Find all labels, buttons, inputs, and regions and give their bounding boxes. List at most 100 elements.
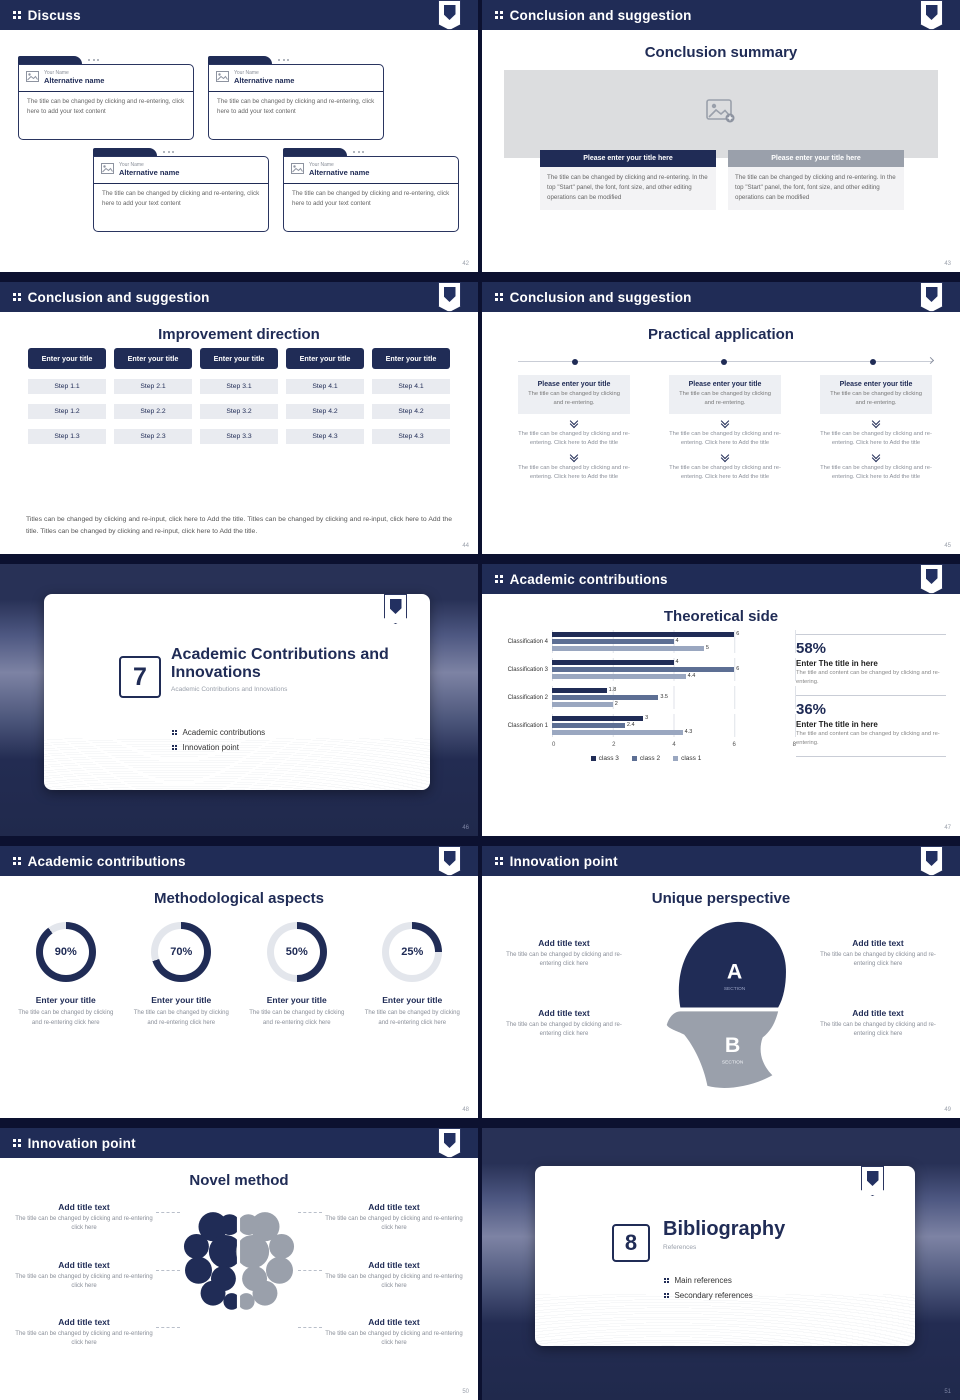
- chart-row: Classification 1 3 2.4 4.3: [496, 714, 796, 737]
- slide-46-section-cover[interactable]: 7 Academic Contributions and Innovations…: [0, 564, 478, 836]
- step-box: Step 1.3: [28, 429, 106, 444]
- connector-line: [298, 1327, 322, 1328]
- chart-axis-tick: 2: [612, 742, 616, 748]
- slide-45-practical-application[interactable]: Conclusion and suggestion Practical appl…: [482, 282, 960, 554]
- chart-bar: 4.4: [552, 673, 795, 680]
- header-title: Conclusion and suggestion: [509, 7, 692, 23]
- chart-bar-group: 4 6 4.4: [552, 658, 796, 681]
- add-title-text: Add title text: [368, 1317, 420, 1327]
- enter-title-button[interactable]: Enter your title: [28, 348, 106, 369]
- add-title-text: Add title text: [368, 1202, 420, 1212]
- profile-card[interactable]: Your Name Alternative name The title can …: [283, 148, 459, 232]
- connector-line: [156, 1327, 180, 1328]
- enter-title-button[interactable]: Enter your title: [114, 348, 192, 369]
- chevron-down-icon: [820, 414, 932, 430]
- section-bullet: Academic contributions: [172, 728, 265, 737]
- practical-title-box[interactable]: Please enter your title The title can be…: [669, 375, 781, 415]
- slide-42-discuss[interactable]: Discuss Your Name Alternative name The ti…: [0, 0, 478, 272]
- step-box: Step 4.1: [372, 379, 450, 394]
- practical-title-box[interactable]: Please enter your title The title can be…: [820, 375, 932, 415]
- add-title-body: The title can be changed by clicking and…: [15, 1216, 153, 1232]
- profile-card[interactable]: Your Name Alternative name The title can …: [18, 56, 194, 140]
- slide-43-conclusion-summary[interactable]: Conclusion and suggestion Conclusion sum…: [482, 0, 960, 272]
- chart-bar: 3.5: [552, 694, 795, 701]
- header-title: Conclusion and suggestion: [509, 289, 692, 305]
- practical-column: Please enter your title The title can be…: [518, 375, 630, 482]
- step-box: Step 3.2: [200, 404, 278, 419]
- donut-title: Enter your title: [151, 995, 212, 1005]
- header-dots-icon: [13, 857, 21, 865]
- bullet-dots-icon: [664, 1277, 670, 1284]
- chart-value-label: 4.4: [687, 672, 696, 679]
- slide-49-unique-perspective[interactable]: Innovation point Unique perspective Add …: [482, 846, 960, 1118]
- chart-value-label: 4: [675, 658, 679, 665]
- slide-44-improvement-direction[interactable]: Conclusion and suggestion Improvement di…: [0, 282, 478, 554]
- step-box: Step 4.2: [372, 404, 450, 419]
- header-title: Innovation point: [509, 853, 618, 869]
- add-title-block: Add title text The title can be changed …: [502, 938, 626, 970]
- slide-header: Innovation point: [482, 846, 960, 876]
- page-number: 49: [944, 1107, 951, 1113]
- enter-title-button[interactable]: Enter your title: [286, 348, 364, 369]
- page-number: 50: [462, 1389, 469, 1395]
- slide-50-novel-method[interactable]: Innovation point Novel method Add title …: [0, 1128, 478, 1400]
- section-subtitle: References: [663, 1244, 697, 1251]
- section-b-label: B: [725, 1033, 740, 1057]
- bullet-dots-icon: [664, 1292, 670, 1299]
- bullet-label: Innovation point: [182, 743, 239, 752]
- donut-cell: 90% Enter your title The title can be ch…: [8, 922, 124, 1028]
- section-title: Academic Contributions and Innovations: [171, 646, 389, 682]
- chart-legend-item: class 3: [590, 755, 619, 762]
- enter-title-button[interactable]: Enter your title: [200, 348, 278, 369]
- section-bullet: Main references: [664, 1276, 753, 1285]
- slide-header: Conclusion and suggestion: [0, 282, 478, 312]
- enter-title-button[interactable]: Please enter your title here: [540, 150, 716, 167]
- chart-value-label: 2.4: [626, 721, 635, 728]
- page-number: 42: [462, 261, 469, 267]
- add-title-block: Add title text The title can be changed …: [502, 1008, 626, 1040]
- summary-body: The title can be changed by clicking and…: [728, 167, 904, 210]
- enter-title-button[interactable]: Enter your title: [372, 348, 450, 369]
- image-placeholder-icon: [291, 161, 304, 179]
- bullet-label: Academic contributions: [182, 728, 266, 737]
- profile-card[interactable]: Your Name Alternative name The title can …: [208, 56, 384, 140]
- chart-axis-tick: 6: [732, 742, 736, 748]
- connector-line: [156, 1212, 180, 1213]
- university-badge-icon: [438, 846, 461, 876]
- chart-value-label: 2: [614, 700, 618, 707]
- chevron-down-icon: [518, 448, 630, 464]
- practical-title-box[interactable]: Please enter your title The title can be…: [518, 375, 630, 415]
- header-title: Conclusion and suggestion: [27, 289, 210, 305]
- slide-47-theoretical-side[interactable]: Academic contributions Theoretical side …: [482, 564, 960, 836]
- slide-48-methodological-aspects[interactable]: Academic contributions Methodological as…: [0, 846, 478, 1118]
- slide-51-bibliography-cover[interactable]: 8 Bibliography References Main reference…: [482, 1128, 960, 1400]
- enter-title-button[interactable]: Please enter your title here: [728, 150, 904, 167]
- header-title: Academic contributions: [509, 571, 668, 587]
- chart-bar: 5: [552, 645, 795, 652]
- section-card: 7 Academic Contributions and Innovations…: [44, 594, 430, 790]
- timeline: [518, 356, 935, 365]
- card-title: Alternative name: [44, 76, 105, 86]
- legend-swatch-icon: [590, 756, 596, 761]
- chart-bar: 4: [552, 659, 795, 666]
- header-dots-icon: [13, 1139, 21, 1147]
- donut-percent: 50%: [285, 946, 308, 958]
- step-box: Step 2.1: [114, 379, 192, 394]
- practical-column: Please enter your title The title can be…: [820, 375, 932, 482]
- chart-legend-item: class 1: [673, 755, 701, 762]
- add-title-block: Add title text The title can be changed …: [816, 1008, 940, 1040]
- add-title-block: Add title text The title can be changed …: [14, 1202, 154, 1234]
- chart-value-label: 6: [736, 665, 740, 672]
- profile-card[interactable]: Your Name Alternative name The title can …: [93, 148, 269, 232]
- donut-body: The title can be changed by clicking and…: [249, 1010, 345, 1026]
- practical-step-text: The title can be changed by clicking and…: [669, 465, 781, 481]
- summary-column: Please enter your title here The title c…: [540, 150, 716, 210]
- step-box: Step 3.1: [200, 379, 278, 394]
- chart-category-label: Classification 3: [507, 666, 548, 673]
- stat-percent: 36%: [796, 700, 827, 718]
- practical-step-text: The title can be changed by clicking and…: [820, 431, 932, 447]
- slide-header: Innovation point: [0, 1128, 478, 1158]
- chart-bar: 2.4: [552, 722, 795, 729]
- chart-bar: 4.3: [552, 729, 795, 736]
- image-placeholder-icon: [216, 69, 229, 87]
